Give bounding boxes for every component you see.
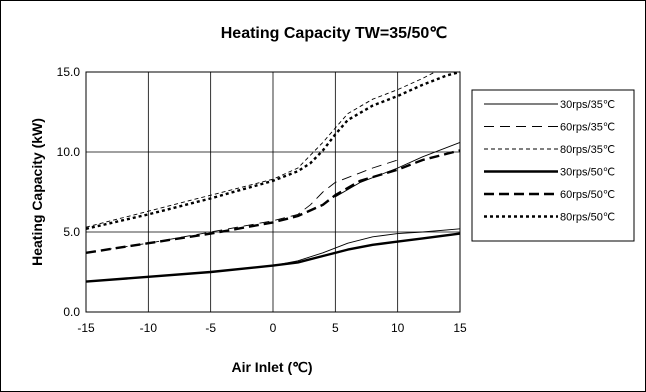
series-line-3	[85, 71, 436, 228]
legend-entry: 80rps/50℃	[560, 212, 615, 224]
y-tick-label: 10.0	[57, 145, 81, 159]
x-tick-label: 0	[270, 321, 277, 335]
series-line-5	[85, 149, 461, 254]
x-tick-label: -15	[77, 321, 95, 335]
x-axis-label: Air Inlet (℃)	[231, 359, 312, 375]
grid	[85, 71, 461, 313]
y-tick-label: 15.0	[57, 65, 81, 79]
legend-entry: 30rps/35℃	[560, 99, 615, 111]
chart-title: Heating Capacity TW=35/50℃	[221, 25, 448, 42]
series-line-6	[85, 70, 461, 230]
y-axis-label: Heating Capacity (kW)	[29, 118, 45, 266]
tick-labels: -15 -10 -5 0 5 10 15 0.0 5.0 10.0 15.0	[57, 65, 467, 335]
legend-entry: 60rps/35℃	[560, 122, 615, 134]
legend-entry: 30rps/50℃	[560, 167, 615, 179]
x-tick-label: 15	[453, 321, 467, 335]
series-lines	[85, 70, 461, 283]
x-tick-label: 10	[391, 321, 405, 335]
legend-entry: 60rps/50℃	[560, 189, 615, 201]
x-tick-label: -5	[205, 321, 216, 335]
series-line-4	[85, 232, 461, 283]
x-tick-label: -10	[140, 321, 158, 335]
y-tick-label: 0.0	[63, 305, 80, 319]
legend: 30rps/35℃ 60rps/35℃ 80rps/35℃ 30rps/50℃ 60rp…	[471, 89, 635, 242]
x-tick-label: 5	[332, 321, 339, 335]
y-tick-label: 5.0	[63, 225, 80, 239]
series-line-7	[335, 141, 461, 198]
legend-entry: 80rps/35℃	[560, 144, 615, 156]
